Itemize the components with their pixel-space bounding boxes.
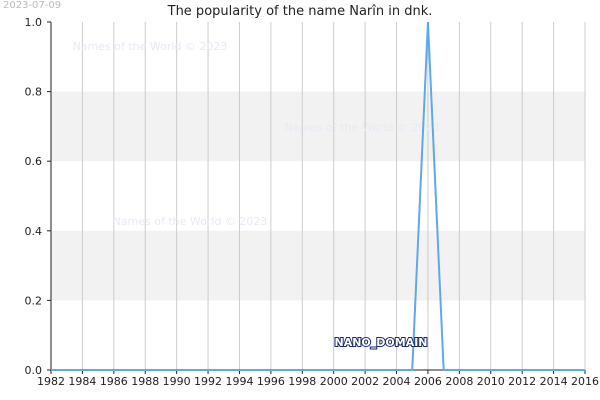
chart-date: 2023-07-09 [3, 0, 61, 11]
y-axis-ticks: 0.0 0.2 0.4 0.6 0.8 1.0 [25, 16, 51, 377]
grid-lines [50, 22, 586, 370]
x-tick-label: 2004 [383, 375, 411, 388]
watermarks: Names of the World © 2023 Names of the Wo… [73, 40, 440, 228]
x-tick-label: 2000 [320, 375, 348, 388]
chart-title: The popularity of the name Narîn in dnk. [167, 4, 433, 19]
x-tick-label: 2014 [540, 375, 568, 388]
y-tick-label: 0.6 [25, 155, 43, 168]
background-bands [51, 91, 585, 301]
x-tick-label: 2016 [571, 375, 599, 388]
x-tick-label: 2002 [351, 375, 379, 388]
x-tick-label: 2010 [477, 375, 505, 388]
watermark: Names of the World © 2023 [73, 40, 228, 53]
x-axis-ticks: 1982 1984 1986 1988 1990 1992 1994 1996 1998 2000… [37, 370, 599, 388]
x-tick-label: 1992 [194, 375, 222, 388]
y-tick-label: 0.8 [25, 86, 43, 99]
series-line [51, 21, 585, 371]
x-tick-label: 2008 [445, 375, 473, 388]
x-tick-label: 1986 [100, 375, 128, 388]
watermark: Names of the World © 2023 [113, 215, 268, 228]
x-tick-label: 1984 [68, 375, 96, 388]
y-tick-label: 0.0 [25, 364, 43, 377]
watermark: Names of the World © 2023 [285, 121, 440, 134]
y-tick-label: 0.4 [25, 225, 43, 238]
y-tick-label: 0.2 [25, 294, 43, 307]
background-band [51, 230, 585, 301]
point-label: NANO_DOMAIN [334, 336, 427, 349]
x-tick-label: 2006 [414, 375, 442, 388]
x-tick-label: 1996 [257, 375, 285, 388]
x-tick-label: 1994 [225, 375, 253, 388]
x-tick-label: 2012 [508, 375, 536, 388]
x-tick-label: 1998 [288, 375, 316, 388]
series-layer [51, 21, 585, 371]
background-band [51, 91, 585, 162]
x-tick-label: 1988 [131, 375, 159, 388]
x-tick-label: 1982 [37, 375, 65, 388]
axes [50, 22, 585, 371]
x-tick-label: 1990 [163, 375, 191, 388]
y-tick-label: 1.0 [25, 16, 43, 29]
